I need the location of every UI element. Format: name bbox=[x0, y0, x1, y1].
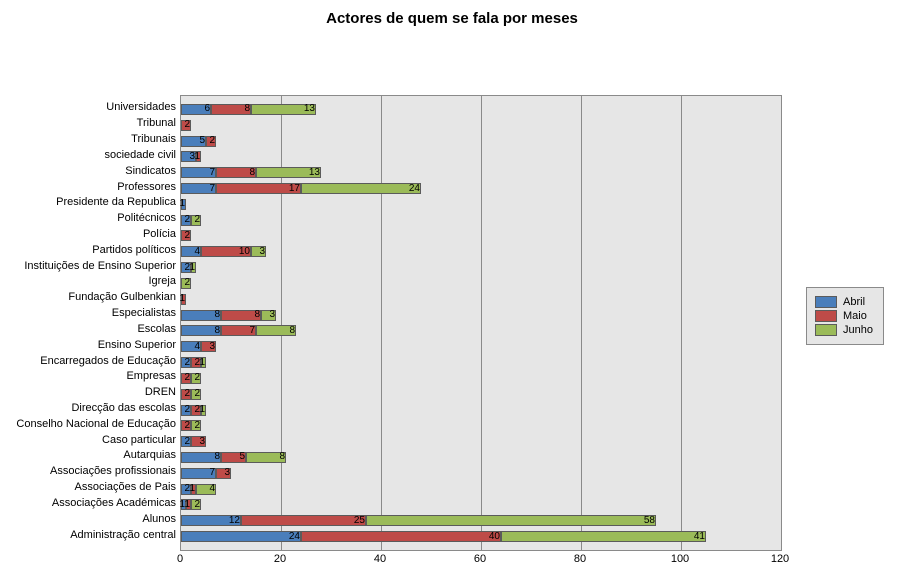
bar-value: 24 bbox=[409, 184, 421, 194]
category-label: Encarregados de Educação bbox=[40, 355, 176, 367]
category-label: DREN bbox=[145, 386, 176, 398]
bar-value: 24 bbox=[289, 532, 301, 542]
bar-value: 4 bbox=[209, 484, 216, 494]
category-label: Conselho Nacional de Educação bbox=[16, 418, 176, 430]
category-label: Empresas bbox=[126, 370, 176, 382]
bar-value: 1 bbox=[189, 263, 196, 273]
chart-title: Actores de quem se fala por meses bbox=[0, 0, 904, 47]
bar-value: 8 bbox=[279, 452, 286, 462]
bar-value: 3 bbox=[259, 247, 266, 257]
bar-value: 2 bbox=[194, 373, 201, 383]
bar-value: 1 bbox=[194, 152, 201, 162]
category-label: Sindicatos bbox=[125, 165, 176, 177]
bar-junho bbox=[501, 531, 706, 542]
gridline bbox=[381, 96, 382, 550]
category-label: Alunos bbox=[142, 513, 176, 525]
bar-value: 2 bbox=[184, 120, 191, 130]
bar-value: 2 bbox=[194, 500, 201, 510]
legend: Abril Maio Junho bbox=[806, 287, 884, 345]
bar-maio bbox=[241, 515, 366, 526]
x-tick-label: 60 bbox=[474, 553, 486, 565]
category-label: Associações Académicas bbox=[52, 497, 176, 509]
bar-value: 8 bbox=[289, 326, 296, 336]
x-tick-label: 40 bbox=[374, 553, 386, 565]
category-label: Instituições de Ensino Superior bbox=[24, 260, 176, 272]
gridline bbox=[281, 96, 282, 550]
bar-value: 2 bbox=[194, 215, 201, 225]
category-label: Autarquias bbox=[123, 449, 176, 461]
bar-value: 1 bbox=[179, 294, 186, 304]
category-label: Politécnicos bbox=[117, 212, 176, 224]
x-tick-label: 80 bbox=[574, 553, 586, 565]
x-tick-label: 120 bbox=[771, 553, 789, 565]
legend-swatch bbox=[815, 324, 837, 336]
bar-maio bbox=[301, 531, 501, 542]
category-label: Especialistas bbox=[112, 307, 176, 319]
legend-label: Abril bbox=[843, 296, 865, 308]
legend-swatch bbox=[815, 296, 837, 308]
gridline bbox=[681, 96, 682, 550]
bar-value: 2 bbox=[209, 136, 216, 146]
bar-junho bbox=[301, 183, 421, 194]
x-tick-label: 0 bbox=[177, 553, 183, 565]
bar-value: 12 bbox=[229, 516, 241, 526]
bar-value: 10 bbox=[239, 247, 251, 257]
bar-value: 13 bbox=[309, 168, 321, 178]
bar-value: 1 bbox=[199, 405, 206, 415]
bar-abril bbox=[181, 531, 301, 542]
category-label: sociedade civil bbox=[104, 149, 176, 161]
legend-label: Junho bbox=[843, 324, 873, 336]
bar-value: 25 bbox=[354, 516, 366, 526]
legend-item: Maio bbox=[815, 310, 873, 322]
category-label: Administração central bbox=[70, 529, 176, 541]
gridline bbox=[581, 96, 582, 550]
bar-value: 41 bbox=[694, 532, 706, 542]
bar-value: 2 bbox=[194, 421, 201, 431]
category-label: Escolas bbox=[137, 323, 176, 335]
category-label: Associações profissionais bbox=[50, 465, 176, 477]
bar-value: 58 bbox=[644, 516, 656, 526]
x-tick-label: 100 bbox=[671, 553, 689, 565]
gridline bbox=[481, 96, 482, 550]
bar-value: 13 bbox=[304, 104, 316, 114]
bar-value: 1 bbox=[199, 358, 206, 368]
category-label: Direcção das escolas bbox=[71, 402, 176, 414]
bar-value: 17 bbox=[289, 184, 301, 194]
bar-value: 2 bbox=[184, 278, 191, 288]
category-label: Tribunais bbox=[131, 133, 176, 145]
x-tick-label: 20 bbox=[274, 553, 286, 565]
bar-value: 3 bbox=[209, 342, 216, 352]
category-label: Presidente da Republica bbox=[56, 196, 176, 208]
bar-junho bbox=[366, 515, 656, 526]
bar-value: 40 bbox=[489, 532, 501, 542]
bar-value: 1 bbox=[179, 199, 186, 209]
category-label: Fundação Gulbenkian bbox=[68, 291, 176, 303]
legend-label: Maio bbox=[843, 310, 867, 322]
legend-swatch bbox=[815, 310, 837, 322]
bar-value: 3 bbox=[199, 437, 206, 447]
legend-item: Abril bbox=[815, 296, 873, 308]
bar-value: 2 bbox=[194, 389, 201, 399]
category-label: Partidos políticos bbox=[92, 244, 176, 256]
category-label: Ensino Superior bbox=[98, 339, 176, 351]
category-label: Polícia bbox=[143, 228, 176, 240]
category-label: Associações de Pais bbox=[75, 481, 177, 493]
category-label: Caso particular bbox=[102, 434, 176, 446]
category-label: Universidades bbox=[106, 101, 176, 113]
category-label: Tribunal bbox=[137, 117, 176, 129]
bar-value: 3 bbox=[224, 468, 231, 478]
bar-value: 2 bbox=[184, 231, 191, 241]
category-label: Igreja bbox=[148, 275, 176, 287]
category-label: Professores bbox=[117, 181, 176, 193]
bar-value: 3 bbox=[269, 310, 276, 320]
legend-item: Junho bbox=[815, 324, 873, 336]
plot-area: 6813252317813717241222410321218838784322… bbox=[180, 95, 782, 551]
